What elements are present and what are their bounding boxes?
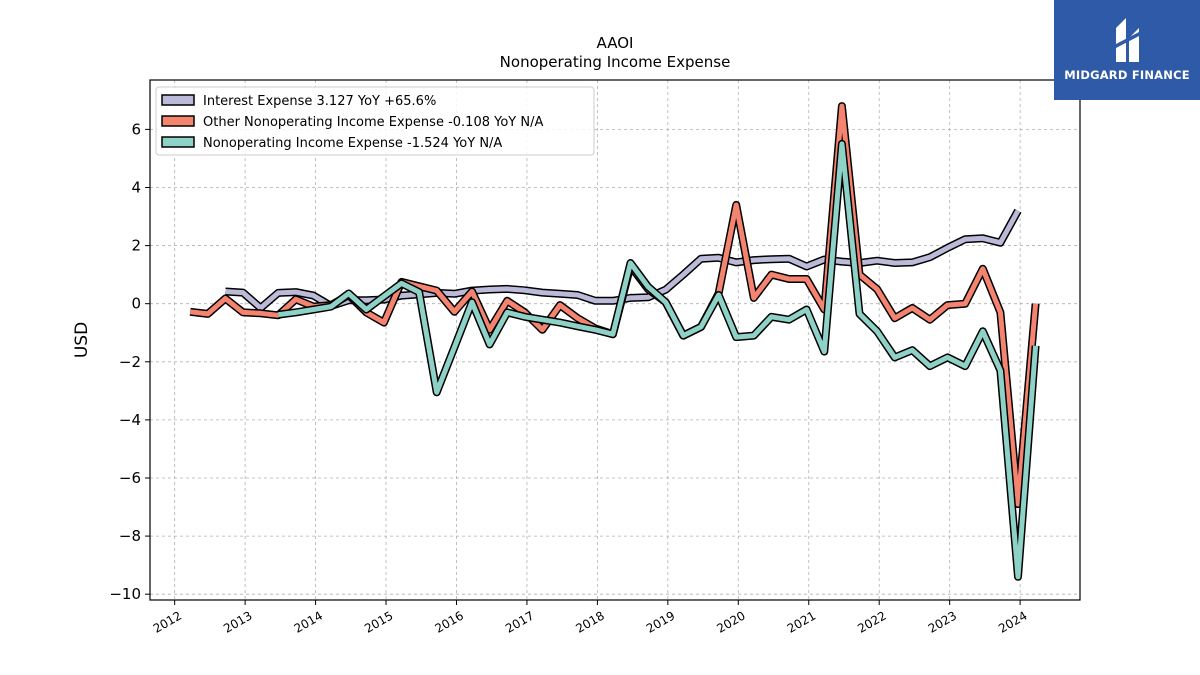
x-tick-label: 2019 — [644, 608, 677, 635]
legend: Interest Expense 3.127 YoY +65.6% Other N… — [155, 86, 595, 156]
y-tick-label: −8 — [119, 527, 141, 545]
x-tick-label: 2021 — [785, 608, 818, 635]
x-tick-label: 2017 — [503, 608, 536, 635]
x-tick-label: 2018 — [573, 608, 606, 635]
legend-swatch-interest-expense — [161, 94, 195, 106]
y-tick-label: −10 — [109, 585, 141, 603]
x-tick-label: 2014 — [292, 608, 325, 635]
legend-label-interest-expense: Interest Expense 3.127 YoY +65.6% — [203, 94, 436, 109]
y-axis-label: USD — [72, 322, 92, 358]
legend-swatch-nonoperating-income-expense — [161, 136, 195, 148]
y-tick-label: 0 — [131, 295, 141, 313]
x-tick-label: 2012 — [151, 608, 184, 635]
x-tick-label: 2013 — [221, 608, 254, 635]
y-tick-label: −4 — [119, 411, 141, 429]
y-tick-label: −6 — [119, 469, 141, 487]
x-tick-label: 2023 — [926, 608, 959, 635]
y-tick-label: 6 — [131, 120, 141, 138]
legend-label-nonoperating-income-expense: Nonoperating Income Expense -1.524 YoY N… — [203, 136, 502, 151]
plot-frame — [149, 79, 1081, 601]
legend-swatch-other-nonoperating-income-expense — [161, 115, 195, 127]
y-tick-label: −2 — [119, 353, 141, 371]
series-layer — [189, 102, 1040, 581]
legend-box — [155, 86, 595, 156]
x-tick-label: 2020 — [714, 608, 747, 635]
series-nonoperating-income-expense — [277, 139, 1040, 581]
logo-text: MIDGARD FINANCE — [1064, 68, 1190, 82]
x-axis: 2012 2013 2014 2015 2016 2017 2018 2019 2020 2021… — [151, 600, 1030, 636]
chart-title: AAOI — [597, 34, 634, 52]
brand-logo: MIDGARD FINANCE — [1054, 0, 1200, 100]
legend-label-other-nonoperating-income-expense: Other Nonoperating Income Expense -0.108… — [203, 115, 543, 130]
x-tick-label: 2016 — [433, 608, 466, 635]
grid-lines — [150, 80, 1080, 600]
x-tick-label: 2015 — [362, 608, 395, 635]
x-tick-label: 2022 — [855, 608, 888, 635]
y-tick-label: 2 — [131, 237, 141, 255]
chart-subtitle: Nonoperating Income Expense — [500, 53, 731, 71]
x-tick-label: 2024 — [996, 608, 1029, 635]
series-line-nonoperating-income-expense — [277, 141, 1039, 580]
y-tick-label: 4 — [131, 178, 141, 196]
y-axis: 6 4 2 0 −2 −4 −6 −8 −10 — [109, 120, 150, 603]
logo-mark-icon — [1116, 18, 1139, 62]
